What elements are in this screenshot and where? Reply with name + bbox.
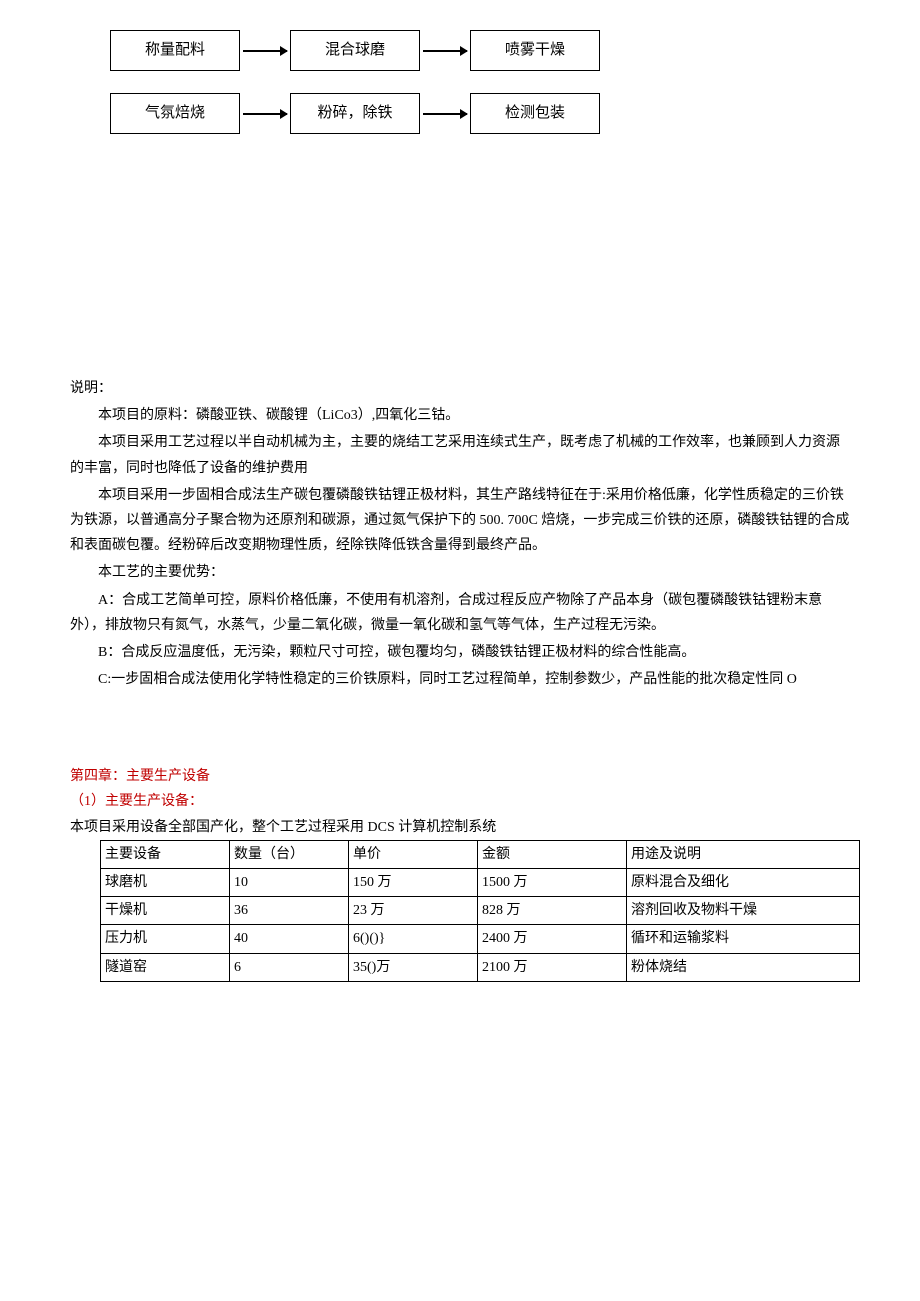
arrow-right-icon [243, 50, 287, 52]
table-header-cell: 数量（台） [230, 840, 349, 868]
table-cell: 6()()} [349, 925, 478, 953]
flow-box: 称量配料 [110, 30, 240, 71]
flow-row-1: 称量配料 混合球磨 喷雾干燥 [110, 30, 830, 71]
flow-row-2: 气氛焙烧 粉碎，除铁 检测包装 [110, 93, 830, 134]
flow-box: 粉碎，除铁 [290, 93, 420, 134]
table-cell: 23 万 [349, 897, 478, 925]
table-cell: 40 [230, 925, 349, 953]
equipment-table: 主要设备 数量（台） 单价 金额 用途及说明 球磨机 10 150 万 1500… [100, 840, 860, 982]
paragraph: 本项目采用工艺过程以半自动机械为主，主要的烧结工艺采用连续式生产，既考虑了机械的… [70, 430, 850, 480]
paragraph: B：合成反应温度低，无污染，颗粒尺寸可控，碳包覆均匀，磷酸铁钴锂正极材料的综合性… [70, 640, 850, 665]
table-header-row: 主要设备 数量（台） 单价 金额 用途及说明 [101, 840, 860, 868]
flow-box: 检测包装 [470, 93, 600, 134]
process-flowchart: 称量配料 混合球磨 喷雾干燥 气氛焙烧 粉碎，除铁 检测包装 [70, 30, 850, 196]
chapter-subtitle: （1）主要生产设备： [70, 789, 850, 814]
flow-box: 喷雾干燥 [470, 30, 600, 71]
arrow-right-icon [423, 50, 467, 52]
description-heading: 说明： [70, 376, 850, 401]
paragraph: C:一步固相合成法使用化学特性稳定的三价铁原料，同时工艺过程简单，控制参数少，产… [70, 667, 850, 692]
table-cell: 2400 万 [478, 925, 627, 953]
table-cell: 828 万 [478, 897, 627, 925]
table-cell: 粉体烧结 [627, 953, 860, 981]
table-header-cell: 用途及说明 [627, 840, 860, 868]
table-cell: 原料混合及细化 [627, 869, 860, 897]
table-cell: 2100 万 [478, 953, 627, 981]
table-cell: 10 [230, 869, 349, 897]
description-section: 说明： 本项目的原料：磷酸亚铁、碳酸锂（LiCo3）,四氧化三钴。 本项目采用工… [70, 376, 850, 692]
table-cell: 球磨机 [101, 869, 230, 897]
table-cell: 36 [230, 897, 349, 925]
arrow-right-icon [423, 113, 467, 115]
table-cell: 35()万 [349, 953, 478, 981]
table-header-cell: 金额 [478, 840, 627, 868]
flow-box: 气氛焙烧 [110, 93, 240, 134]
paragraph: A：合成工艺简单可控，原料价格低廉，不使用有机溶剂，合成过程反应产物除了产品本身… [70, 588, 850, 638]
flow-box: 混合球磨 [290, 30, 420, 71]
chapter-title: 第四章：主要生产设备 [70, 764, 850, 789]
table-cell: 溶剂回收及物料干燥 [627, 897, 860, 925]
table-header-cell: 主要设备 [101, 840, 230, 868]
table-cell: 6 [230, 953, 349, 981]
paragraph: 本项目采用一步固相合成法生产碳包覆磷酸铁钴锂正极材料，其生产路线特征在于:采用价… [70, 483, 850, 559]
table-cell: 150 万 [349, 869, 478, 897]
table-row: 球磨机 10 150 万 1500 万 原料混合及细化 [101, 869, 860, 897]
table-row: 干燥机 36 23 万 828 万 溶剂回收及物料干燥 [101, 897, 860, 925]
table-cell: 循环和运输浆料 [627, 925, 860, 953]
paragraph: 本项目的原料：磷酸亚铁、碳酸锂（LiCo3）,四氧化三钴。 [70, 403, 850, 428]
chapter4-section: 第四章：主要生产设备 （1）主要生产设备： 本项目采用设备全部国产化，整个工艺过… [70, 764, 850, 982]
table-cell: 隧道窑 [101, 953, 230, 981]
table-header-cell: 单价 [349, 840, 478, 868]
arrow-right-icon [243, 113, 287, 115]
table-row: 压力机 40 6()()} 2400 万 循环和运输浆料 [101, 925, 860, 953]
paragraph: 本工艺的主要优势： [70, 560, 850, 585]
table-cell: 压力机 [101, 925, 230, 953]
table-row: 隧道窑 6 35()万 2100 万 粉体烧结 [101, 953, 860, 981]
table-cell: 1500 万 [478, 869, 627, 897]
table-cell: 干燥机 [101, 897, 230, 925]
chapter-intro: 本项目采用设备全部国产化，整个工艺过程采用 DCS 计算机控制系统 [70, 815, 850, 840]
